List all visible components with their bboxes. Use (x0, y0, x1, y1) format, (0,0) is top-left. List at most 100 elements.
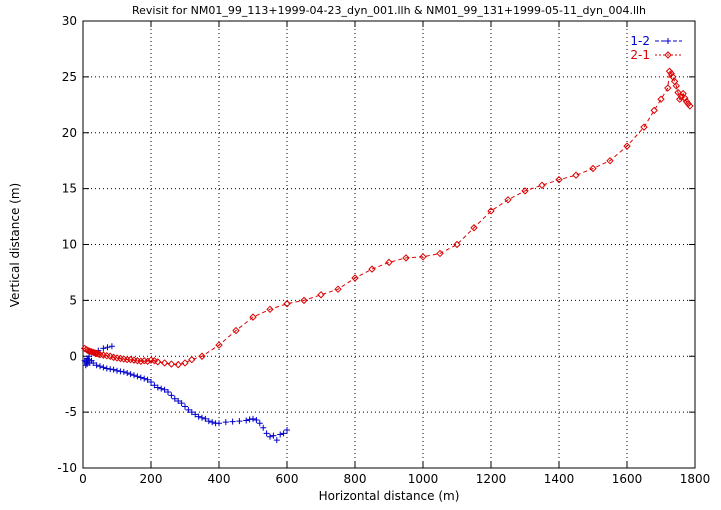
data-point (107, 366, 114, 373)
data-point (137, 357, 145, 365)
data-point (82, 362, 89, 369)
data-point (681, 94, 689, 102)
data-point (236, 418, 243, 425)
data-point (185, 406, 192, 413)
data-point (270, 432, 277, 439)
data-point (85, 356, 92, 363)
data-point (249, 313, 257, 321)
data-point (127, 371, 134, 378)
data-point (216, 420, 222, 427)
data-point (253, 416, 260, 423)
data-point (334, 285, 342, 293)
data-point (555, 175, 563, 184)
series-1-2 (81, 343, 290, 444)
data-point (202, 415, 209, 422)
x-tick-label: 1000 (408, 472, 439, 486)
data-point (284, 427, 290, 434)
data-point (94, 350, 103, 358)
data-point (215, 341, 223, 349)
x-tick-label: 1600 (612, 472, 643, 486)
data-point (521, 187, 529, 195)
data-point (205, 418, 212, 425)
data-point (103, 365, 110, 372)
data-point (317, 291, 325, 299)
data-point (657, 95, 665, 103)
data-point (131, 372, 137, 379)
data-point (93, 362, 100, 369)
y-tick-label: -10 (57, 461, 77, 475)
data-point (134, 373, 141, 380)
data-point (171, 395, 178, 402)
chart-title: Revisit for NM01_99_113+1999-04-23_dyn_0… (132, 4, 646, 17)
x-tick-label: 800 (344, 472, 367, 486)
data-point (222, 419, 229, 426)
data-point (165, 389, 171, 396)
data-point (674, 88, 682, 97)
data-point (160, 359, 169, 367)
x-tick-label: 1200 (476, 472, 507, 486)
data-point (108, 343, 115, 350)
data-point (198, 352, 206, 360)
data-point (487, 207, 495, 215)
data-point (232, 326, 240, 335)
data-point (178, 400, 185, 407)
data-point (110, 366, 117, 373)
data-point (144, 376, 151, 383)
data-point (300, 296, 308, 305)
data-point (263, 430, 270, 437)
data-point (188, 409, 195, 416)
legend-label-1-2: 1-2 (630, 34, 650, 48)
x-tick-label: 400 (208, 472, 231, 486)
data-point (229, 418, 236, 425)
data-point (256, 420, 263, 427)
series-layer (80, 67, 694, 444)
y-tick-label: 25 (62, 70, 77, 84)
y-tick-label: -5 (65, 405, 77, 419)
y-tick-label: 30 (62, 14, 77, 28)
data-point (137, 374, 144, 381)
x-axis-label: Horizontal distance (m) (319, 489, 460, 503)
data-point (174, 360, 182, 369)
data-point (589, 164, 597, 173)
data-point (167, 360, 176, 368)
data-point (538, 181, 546, 189)
data-point (686, 102, 694, 110)
data-point (84, 361, 91, 368)
data-point (209, 419, 216, 426)
data-point (114, 367, 120, 374)
data-point (266, 305, 274, 314)
data-point (143, 357, 152, 365)
data-point (100, 345, 107, 352)
y-axis-label: Vertical distance (m) (8, 183, 22, 307)
data-point (86, 353, 93, 360)
data-point (97, 363, 103, 370)
legend-label-2-1: 2-1 (630, 48, 650, 62)
data-point (606, 156, 614, 165)
legend-marker-1-2 (665, 38, 671, 44)
data-point (267, 433, 273, 440)
y-tick-label: 15 (62, 182, 77, 196)
data-point (672, 82, 681, 90)
data-point (168, 392, 175, 399)
series-2-1 (80, 67, 694, 369)
data-point (117, 368, 124, 375)
data-point (104, 344, 111, 351)
data-point (151, 382, 158, 389)
data-point (667, 69, 675, 78)
x-tick-label: 200 (140, 472, 163, 486)
data-point (175, 397, 182, 404)
data-point (280, 430, 287, 437)
data-point (195, 413, 202, 420)
data-point (260, 424, 267, 431)
data-point (141, 375, 148, 382)
data-point (100, 364, 107, 371)
data-point (181, 359, 189, 367)
x-tick-label: 600 (276, 472, 299, 486)
legend: 1-22-1 (630, 34, 682, 62)
y-tick-label: 5 (69, 293, 77, 307)
y-tick-label: 10 (62, 238, 77, 252)
data-point (664, 84, 672, 92)
data-point (154, 384, 161, 391)
data-point (120, 368, 127, 375)
